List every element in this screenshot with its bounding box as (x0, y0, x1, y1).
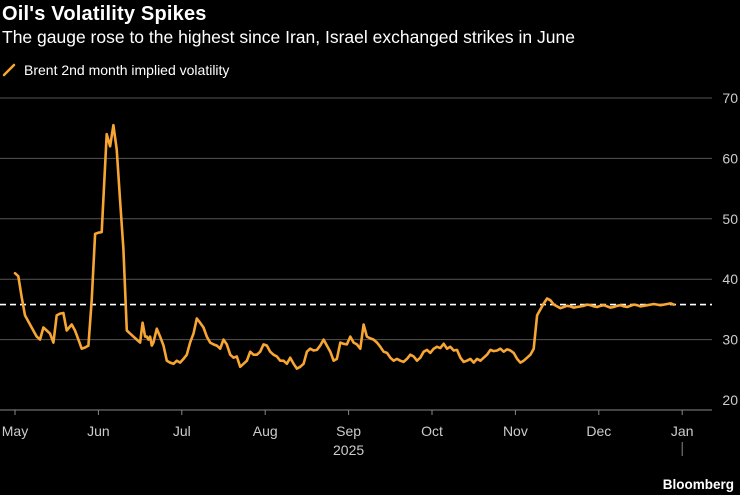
x-tick-label: May (2, 423, 28, 439)
legend-label: Brent 2nd month implied volatility (24, 62, 230, 78)
series-line-0 (13, 123, 676, 370)
y-tick-label: 30 (722, 332, 738, 348)
chart-title: Oil's Volatility Spikes (2, 3, 207, 25)
y-tick-label: 40 (722, 271, 738, 287)
x-tick-label: Oct (421, 423, 443, 439)
y-tick-label: 20 (722, 392, 738, 408)
x-tick-label: Jun (87, 423, 110, 439)
legend: Brent 2nd month implied volatility (2, 60, 229, 80)
x-tick-label: Jul (173, 423, 191, 439)
source-label: Bloomberg (662, 477, 734, 492)
y-tick-label: 50 (722, 211, 738, 227)
x-year-label: 2025 (333, 442, 364, 458)
y-tick-label: 70 (722, 90, 738, 106)
chart-subtitle: The gauge rose to the highest since Iran… (2, 27, 575, 47)
x-tick-label: Jan (671, 423, 694, 439)
x-tick-label: Sep (336, 423, 361, 439)
legend-swatch-icon (2, 63, 16, 77)
x-tick-label: Nov (503, 423, 528, 439)
y-tick-label: 60 (722, 150, 738, 166)
x-tick-label: Aug (253, 423, 278, 439)
x-tick-label: Dec (586, 423, 611, 439)
